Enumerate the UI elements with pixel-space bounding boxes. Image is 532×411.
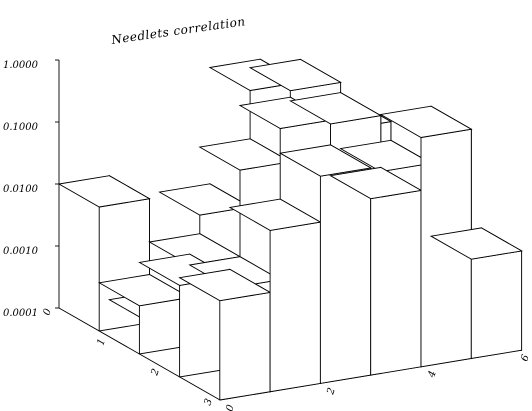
x-tick-label-0: 0	[224, 403, 237, 411]
y-tick-label-0: 0	[41, 307, 54, 317]
bar-top-face	[429, 227, 523, 260]
bar-top-face	[288, 92, 383, 125]
y-tick-label-2: 2	[149, 367, 162, 378]
z-tick-label-0: 0.0001	[3, 308, 38, 319]
bar-front-face	[470, 250, 523, 360]
z-tick-label-2: 0.0100	[3, 184, 39, 195]
x-tick-label-4: 4	[426, 369, 439, 379]
bar-top-face	[278, 144, 373, 177]
bar-front-face	[370, 189, 422, 376]
bar-front-face	[319, 167, 372, 384]
tick-labels: 0.0001 0.0010 0.0100 0.1000 1.0000 0 2 4…	[3, 60, 532, 411]
bar-3-2	[278, 144, 373, 384]
y-tick-label-3: 3	[202, 397, 215, 407]
bar-3-3	[329, 166, 423, 376]
z-tick-label-1: 0.0010	[3, 246, 39, 257]
y-tick-label-1: 1	[95, 337, 108, 347]
bar-top-face	[379, 105, 473, 138]
z-tick-label-3: 0.1000	[3, 122, 39, 133]
bars	[57, 58, 523, 401]
bar-3-5	[429, 227, 523, 360]
bar-front-face	[269, 221, 321, 393]
chart-title: Needlets correlation	[109, 14, 246, 47]
bar-top-face	[57, 175, 151, 208]
bar-3-1	[228, 198, 322, 393]
bar-top-face	[248, 58, 342, 92]
x-tick-label-2: 2	[325, 386, 338, 396]
bar-front-face	[219, 291, 271, 401]
x-tick-label-6: 6	[519, 353, 532, 363]
z-tick-label-4: 1.0000	[3, 60, 39, 71]
